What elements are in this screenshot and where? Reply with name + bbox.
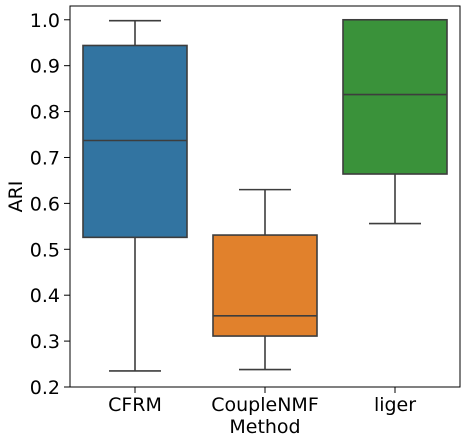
y-tick-label: 0.7 xyxy=(30,147,60,169)
y-axis: 0.2 0.3 0.4 0.5 0.6 0.7 0.8 0.9 1.0 xyxy=(30,10,70,399)
box-cfrm xyxy=(82,44,188,239)
x-axis-title: Method xyxy=(229,416,300,438)
x-tick-label: liger xyxy=(374,394,416,416)
y-tick-label: 0.4 xyxy=(30,285,60,307)
y-tick-label: 0.6 xyxy=(30,193,60,215)
y-tick-label: 0.5 xyxy=(30,239,60,261)
y-axis-title: ARI xyxy=(5,181,27,213)
box-liger xyxy=(342,18,448,175)
y-tick-label: 1.0 xyxy=(30,10,60,32)
x-tick-label: CFRM xyxy=(108,394,162,416)
y-tick-label: 0.3 xyxy=(30,331,60,353)
plot-area xyxy=(69,5,461,388)
box-couplenmf xyxy=(212,234,318,337)
y-tick-label: 0.9 xyxy=(30,56,60,78)
box-group-liger xyxy=(342,18,448,225)
y-tick-label: 0.2 xyxy=(30,377,60,399)
y-tick-label: 0.8 xyxy=(30,102,60,124)
x-tick-label: CoupleNMF xyxy=(211,394,319,416)
box-group-couplenmf xyxy=(212,188,318,371)
box-group-cfrm xyxy=(82,19,188,372)
x-axis: CFRM CoupleNMF liger xyxy=(108,387,416,416)
